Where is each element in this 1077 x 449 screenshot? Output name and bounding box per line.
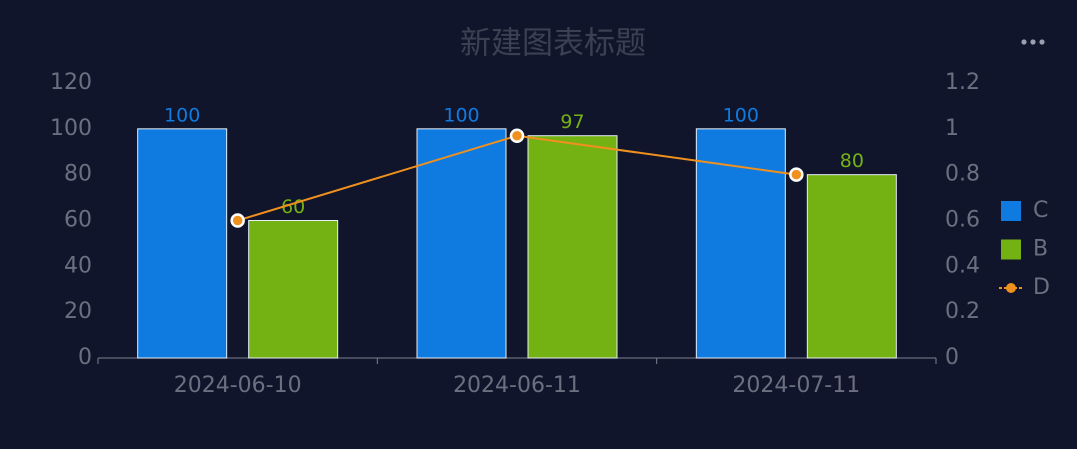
line-point <box>230 213 245 228</box>
line-point <box>789 167 804 182</box>
legend-label: D <box>1033 275 1050 300</box>
y2-tick-label: 0.8 <box>945 162 980 187</box>
y-tick-label: 100 <box>50 116 92 141</box>
y2-tick-label: 0.6 <box>945 208 980 233</box>
data-label: 100 <box>164 104 200 126</box>
data-label: 80 <box>840 150 864 172</box>
bar <box>137 128 228 359</box>
y2-tick-label: 1.2 <box>945 70 980 95</box>
y-tick-label: 40 <box>64 253 92 278</box>
y-tick-label: 80 <box>64 162 92 187</box>
more-menu[interactable] <box>1021 39 1045 45</box>
data-label: 97 <box>560 111 584 133</box>
legend-swatch <box>1001 201 1021 221</box>
legend-swatch <box>1001 239 1021 260</box>
y2-tick-label: 0 <box>945 345 959 370</box>
y-tick-label: 120 <box>50 70 92 95</box>
x-tick-label: 2024-06-11 <box>453 373 581 398</box>
bar <box>416 128 507 359</box>
menu-dot <box>1039 39 1045 45</box>
legend-marker <box>1006 283 1016 293</box>
data-label: 100 <box>723 104 759 126</box>
legend-label: C <box>1033 198 1048 223</box>
y2-tick-label: 1 <box>945 116 959 141</box>
y2-tick-label: 0.2 <box>945 299 980 324</box>
data-label: 100 <box>443 104 479 126</box>
y-tick-label: 60 <box>64 208 92 233</box>
line-point <box>509 128 525 143</box>
x-tick-label: 2024-06-10 <box>174 373 302 398</box>
y-tick-label: 20 <box>64 299 92 324</box>
legend-label: B <box>1033 237 1048 262</box>
menu-dot <box>1021 39 1027 45</box>
y2-tick-label: 0.4 <box>945 253 980 278</box>
bar <box>806 174 897 359</box>
x-tick-label: 2024-07-11 <box>732 373 860 398</box>
y-tick-label: 0 <box>78 345 92 370</box>
bar <box>248 220 339 359</box>
chart-title: 新建图表标题 <box>460 26 646 62</box>
bar <box>527 135 618 359</box>
menu-dot <box>1030 39 1036 45</box>
